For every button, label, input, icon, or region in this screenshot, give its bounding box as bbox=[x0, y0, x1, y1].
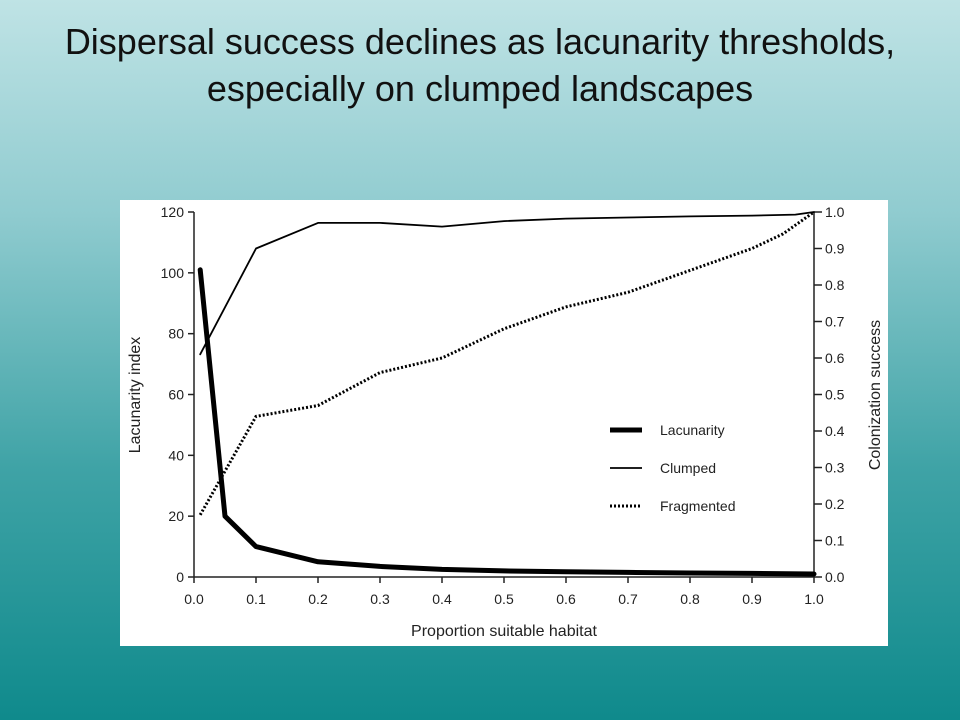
y-left-tick-label: 120 bbox=[161, 204, 185, 220]
x-tick-label: 0.0 bbox=[184, 591, 204, 607]
y-right-tick-label: 0.8 bbox=[825, 277, 845, 293]
legend-label-lacunarity: Lacunarity bbox=[660, 422, 725, 438]
slide-title: Dispersal success declines as lacunarity… bbox=[64, 21, 896, 109]
x-axis-label: Proportion suitable habitat bbox=[411, 623, 597, 640]
chart-figure: 0.0 0.1 0.2 0.3 0.4 0.5 0.6 0.7 0.8 0.9 1.0 0 20 40 60… bbox=[120, 200, 888, 646]
x-tick-label: 0.8 bbox=[680, 591, 700, 607]
y-left-axis-label: Lacunarity index bbox=[127, 337, 144, 454]
x-tick-label: 0.4 bbox=[432, 591, 452, 607]
y-right-tick-label: 0.7 bbox=[825, 314, 845, 330]
series-line-fragmented bbox=[198, 210, 815, 516]
x-tick-label: 0.3 bbox=[370, 591, 390, 607]
x-tick-label: 1.0 bbox=[804, 591, 824, 607]
y-right-tick-label: 0.9 bbox=[825, 241, 845, 257]
y-right-tick-label: 0.6 bbox=[825, 350, 845, 366]
x-tick-label: 0.2 bbox=[308, 591, 328, 607]
ticks: 0.0 0.1 0.2 0.3 0.4 0.5 0.6 0.7 0.8 0.9 1.0 0 20 40 60… bbox=[161, 204, 845, 607]
lacunarity-chart: 0.0 0.1 0.2 0.3 0.4 0.5 0.6 0.7 0.8 0.9 1.0 0 20 40 60… bbox=[127, 204, 884, 640]
series bbox=[197, 210, 817, 577]
y-left-tick-label: 60 bbox=[168, 387, 184, 403]
x-tick-label: 0.6 bbox=[556, 591, 576, 607]
y-right-tick-label: 0.4 bbox=[825, 423, 845, 439]
y-left-tick-label: 100 bbox=[161, 265, 185, 281]
y-right-tick-label: 0.5 bbox=[825, 387, 845, 403]
y-right-axis-label: Colonization success bbox=[867, 320, 884, 470]
y-right-tick-label: 0.2 bbox=[825, 496, 845, 512]
y-left-tick-label: 0 bbox=[176, 569, 184, 585]
y-right-tick-label: 0.3 bbox=[825, 460, 845, 476]
legend: Lacunarity Clumped Fragmented bbox=[610, 422, 735, 514]
y-left-tick-label: 40 bbox=[168, 447, 184, 463]
series-line-clumped bbox=[199, 211, 815, 356]
x-tick-label: 0.1 bbox=[246, 591, 266, 607]
y-right-tick-label: 0.0 bbox=[825, 569, 845, 585]
y-left-tick-label: 80 bbox=[168, 326, 184, 342]
series-line-lacunarity bbox=[197, 267, 817, 577]
x-tick-label: 0.5 bbox=[494, 591, 514, 607]
x-tick-label: 0.9 bbox=[742, 591, 762, 607]
legend-label-fragmented: Fragmented bbox=[660, 498, 735, 514]
y-right-tick-label: 1.0 bbox=[825, 204, 845, 220]
axes bbox=[193, 212, 815, 578]
x-tick-label: 0.7 bbox=[618, 591, 638, 607]
y-right-tick-label: 0.1 bbox=[825, 533, 845, 549]
legend-label-clumped: Clumped bbox=[660, 460, 716, 476]
y-left-tick-label: 20 bbox=[168, 508, 184, 524]
